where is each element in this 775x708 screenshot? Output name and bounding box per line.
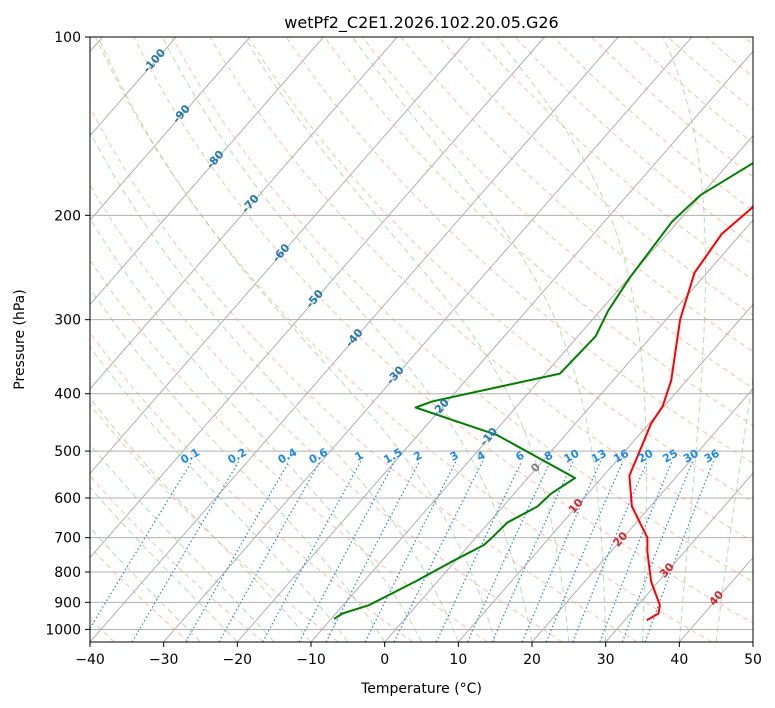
isotherm-line <box>605 472 753 642</box>
moist-adiabat-line <box>90 397 312 642</box>
chart-title: wetPf2_C2E1.2026.102.20.05.G26 <box>284 13 558 33</box>
mixing-ratio-line <box>545 460 624 642</box>
y-tick-label: 200 <box>54 208 81 224</box>
y-tick-label: 500 <box>54 444 81 460</box>
mixing-ratio-line <box>491 460 574 642</box>
mixing-ratio-line <box>364 460 457 642</box>
isotherm-line <box>90 37 619 642</box>
dry-adiabat-line <box>90 403 339 642</box>
y-tick-label: 600 <box>54 491 81 507</box>
y-tick-label: 800 <box>54 565 81 581</box>
moist-adiabat-line <box>90 346 349 642</box>
isotherm-line <box>531 388 753 642</box>
mixing-ratio-line <box>325 460 421 642</box>
x-tick-label: 0 <box>380 652 389 668</box>
y-tick-label: 700 <box>54 531 81 547</box>
isotherm-line <box>90 37 324 306</box>
moist-adiabat-line <box>90 443 275 642</box>
x-tick-label: 50 <box>744 652 762 668</box>
y-tick-label: 300 <box>54 313 81 329</box>
moist-adiabat-line <box>97 37 496 642</box>
isotherm-line <box>90 37 398 390</box>
mixing-ratio-line <box>298 460 396 642</box>
moist-adiabat-line <box>662 37 706 642</box>
mixing-ratio-line <box>644 460 715 642</box>
dry-adiabat-line <box>133 37 753 624</box>
moist-adiabat-line <box>161 37 533 642</box>
dry-adiabat-line <box>90 475 264 642</box>
dry-adiabat-line <box>90 184 563 642</box>
x-tick-label: 20 <box>523 652 541 668</box>
isotherm-line <box>384 219 753 642</box>
x-tick-label: 30 <box>597 652 615 668</box>
isotherm-line <box>236 50 753 642</box>
mixing-ratio-line <box>435 460 523 642</box>
y-tick-label: 1000 <box>45 622 81 638</box>
plot-frame <box>89 36 754 643</box>
dry-adiabat-line <box>95 37 712 642</box>
moist-adiabat-line <box>496 37 647 642</box>
moist-adiabat-line <box>715 374 753 642</box>
mixing-ratio-line <box>521 460 602 642</box>
mixing-ratio-line <box>262 460 362 642</box>
dry-adiabat-line <box>323 37 753 426</box>
mixing-ratio-line <box>621 460 694 642</box>
mixing-ratio-line <box>218 460 321 642</box>
x-tick-label: −40 <box>75 652 105 668</box>
dry-adiabat-line <box>285 37 753 464</box>
moist-adiabat-line <box>90 287 386 642</box>
mixing-ratio-line <box>393 460 484 642</box>
y-tick-label: 400 <box>54 387 81 403</box>
y-axis-label: Pressure (hPa) <box>12 289 28 389</box>
x-tick-label: −10 <box>296 652 326 668</box>
isotherm-line <box>90 37 545 559</box>
dry-adiabat-line <box>171 37 753 583</box>
isotherm-line <box>457 303 753 642</box>
isotherm-line <box>90 37 251 221</box>
y-tick-label: 100 <box>54 30 81 46</box>
isotherm-line <box>90 37 472 474</box>
moist-adiabat-line <box>90 217 422 642</box>
dry-adiabat-line <box>90 332 414 642</box>
x-tick-label: −30 <box>149 652 179 668</box>
dry-adiabat-line <box>90 259 488 642</box>
dry-adiabat-line <box>90 106 638 642</box>
dewpoint-profile-line <box>333 161 753 620</box>
y-tick-label: 900 <box>54 595 81 611</box>
x-tick-label: 40 <box>670 652 688 668</box>
dry-adiabat-line <box>400 37 753 353</box>
mixing-ratio-line <box>572 460 648 642</box>
mixing-ratio-line <box>90 460 193 630</box>
moist-adiabat-line <box>244 37 570 642</box>
temperature-profile-line <box>628 204 753 622</box>
x-axis-label: Temperature (°C) <box>360 681 482 697</box>
x-tick-label: 10 <box>449 652 467 668</box>
profile-lines <box>333 161 753 622</box>
mixing-ratio-line <box>599 460 673 642</box>
moist-adiabat-line <box>352 37 607 642</box>
axes: −40 −30 −20 −10 0 10 20 30 40 50 1000 900 800 700 600 5… <box>45 30 762 668</box>
x-tick-label: −20 <box>223 652 253 668</box>
moist-adiabat-line <box>90 131 459 642</box>
background-lines <box>90 37 753 642</box>
mixing-ratio-line <box>466 460 551 642</box>
isotherm-line <box>163 37 693 642</box>
